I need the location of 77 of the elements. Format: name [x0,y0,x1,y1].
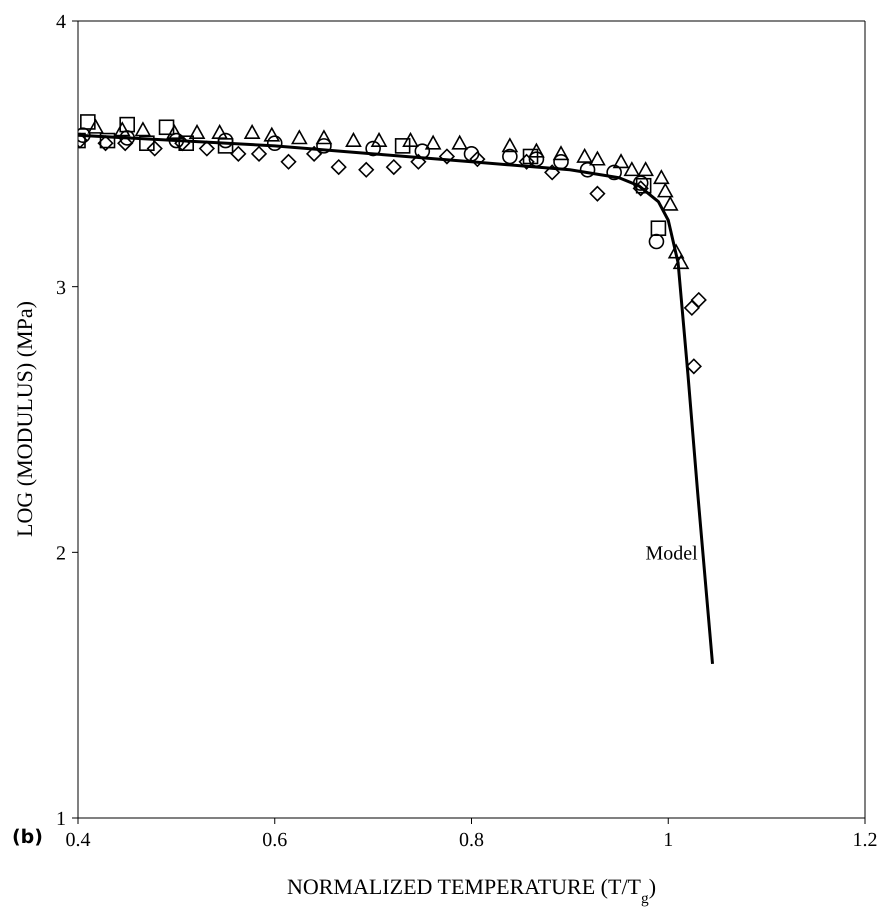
point [528,143,544,158]
point [371,132,387,147]
point [365,140,381,156]
point [199,140,215,156]
y-tick-label: 2 [56,542,66,564]
x-tick-label: 1.2 [852,829,878,852]
point [690,292,707,308]
point [346,132,362,147]
point [244,124,260,139]
point [166,124,182,139]
point [139,135,155,152]
point [264,127,280,142]
point [358,162,374,178]
point [686,358,702,374]
point [100,132,116,148]
point [330,159,346,175]
point [292,130,308,144]
point [146,140,163,156]
point [580,162,596,178]
point [624,162,640,176]
point [410,154,426,170]
point [158,119,174,136]
point [280,154,296,170]
point [88,119,104,134]
point [590,151,606,166]
point [266,135,283,152]
y-tick-label: 3 [56,276,66,299]
x-tick-label: 0.6 [262,829,288,852]
point [80,114,96,130]
point [576,148,592,163]
point [522,148,538,164]
point [654,170,670,184]
point [590,186,606,202]
point [650,220,666,236]
point [636,178,652,194]
x-tick-label: 0.8 [459,829,484,852]
point [502,138,518,152]
point [212,124,228,139]
annotation: Model [645,542,698,564]
point [502,148,518,164]
point [613,154,629,168]
x-axis-title: NORMALIZED TEMPERATURE (T/T$_{g}$) [286,874,656,906]
point [648,234,664,250]
point [638,162,654,176]
point [218,132,234,148]
y-axis-title: LOG (MODULUS) (MPa) [12,301,37,537]
point [658,183,674,198]
point [402,132,418,147]
point [316,130,332,144]
point [544,164,560,180]
x-tick-label: 0.4 [66,829,90,852]
point [306,146,322,162]
point [178,135,194,152]
text: (b) [12,826,43,848]
point [470,151,486,167]
point [606,164,622,180]
point [684,300,700,316]
point [662,196,678,211]
point [439,148,455,164]
point [452,135,468,150]
y-tick-label: 4 [56,11,66,34]
point [135,122,151,136]
point [668,244,684,259]
point [394,138,410,154]
point [119,116,135,132]
point [553,146,569,160]
point [251,146,267,162]
point [189,124,205,139]
point [673,254,689,270]
point [464,146,480,162]
x-tick-label: 1 [663,829,674,852]
point [425,135,441,150]
point [230,146,246,162]
point [386,159,402,175]
point [218,138,234,154]
point [114,122,130,136]
y-tick-label: 1 [56,808,66,830]
